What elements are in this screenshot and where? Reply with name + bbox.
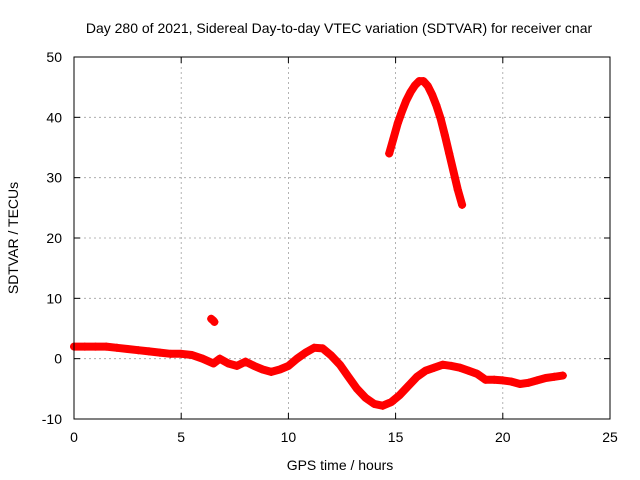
series-band [385, 77, 467, 209]
data-point [432, 101, 441, 110]
y-tick-label: 40 [46, 109, 62, 125]
data-point [402, 96, 411, 105]
data-point [198, 354, 207, 363]
series-main [70, 342, 567, 410]
data-point [177, 349, 186, 358]
data-point [404, 381, 413, 390]
y-tick-label: 20 [46, 230, 62, 246]
data-point [413, 372, 422, 381]
data-point [378, 401, 387, 410]
x-axis-label: GPS time / hours [287, 457, 394, 473]
x-axis: 0 5 10 15 20 25 [70, 57, 618, 445]
data-point [550, 372, 559, 381]
data-point [430, 363, 439, 372]
data-point [145, 347, 154, 356]
data-point [473, 369, 482, 378]
y-axis: -10 0 10 20 30 40 50 [42, 49, 610, 427]
data-point [224, 359, 233, 368]
data-point [498, 376, 507, 385]
data-point [318, 344, 327, 353]
data-point [458, 200, 467, 209]
data-point [445, 149, 454, 158]
data-point [361, 393, 370, 402]
data-point [524, 378, 533, 387]
data-point [209, 316, 218, 325]
data-point [155, 348, 164, 357]
data-point [209, 359, 218, 368]
data-point [453, 185, 462, 194]
data-point [327, 351, 336, 360]
data-point [490, 375, 499, 384]
data-point [258, 365, 267, 374]
data-point [447, 361, 456, 370]
data-point [91, 342, 100, 351]
data-point [267, 367, 276, 376]
data-point [210, 317, 219, 326]
data-point [370, 399, 379, 408]
data-point [406, 87, 415, 96]
data-point [385, 149, 394, 158]
chart-title: Day 280 of 2021, Sidereal Day-to-day VTE… [86, 20, 593, 36]
data-point [80, 342, 89, 351]
data-point [541, 373, 550, 382]
data-point [284, 361, 293, 370]
data-point [395, 390, 404, 399]
y-tick-label: 50 [46, 49, 62, 65]
series-isolated [207, 314, 219, 326]
y-axis-label: SDTVAR / TECUs [5, 182, 21, 294]
data-point [301, 348, 310, 357]
data-point [410, 81, 419, 90]
data-point [215, 354, 224, 363]
data-point [310, 343, 319, 352]
data-point [423, 81, 432, 90]
y-tick-label: -10 [42, 411, 62, 427]
data-point [292, 354, 301, 363]
series-arc [385, 77, 467, 209]
data-point [241, 357, 250, 366]
x-tick-label: 20 [495, 429, 511, 445]
data-point [533, 376, 542, 385]
data-series [70, 77, 567, 410]
data-point [558, 371, 567, 380]
data-point [436, 114, 445, 123]
data-point [398, 107, 407, 116]
data-point [464, 366, 473, 375]
data-point [455, 363, 464, 372]
data-point [481, 375, 490, 384]
data-point [166, 349, 175, 358]
data-point [389, 134, 398, 143]
data-point [419, 77, 428, 86]
data-point [335, 360, 344, 369]
series-band [70, 342, 567, 410]
data-point [515, 380, 524, 389]
data-point [507, 377, 516, 386]
data-point [250, 361, 259, 370]
x-tick-label: 10 [281, 429, 297, 445]
data-point [438, 360, 447, 369]
data-point [353, 384, 362, 393]
data-point [421, 366, 430, 375]
data-point [102, 342, 111, 351]
x-tick-label: 5 [177, 429, 185, 445]
data-point [387, 398, 396, 407]
x-tick-label: 0 [70, 429, 78, 445]
y-tick-label: 30 [46, 170, 62, 186]
data-point [134, 346, 143, 355]
data-point [449, 167, 458, 176]
x-tick-label: 25 [602, 429, 618, 445]
data-point [440, 131, 449, 140]
data-point [428, 90, 437, 99]
grid [74, 57, 610, 419]
data-point [275, 365, 284, 374]
x-tick-label: 15 [388, 429, 404, 445]
y-tick-label: 10 [46, 290, 62, 306]
data-point [187, 351, 196, 360]
y-tick-label: 0 [54, 351, 62, 367]
data-point [344, 372, 353, 381]
data-point [112, 343, 121, 352]
data-point [393, 119, 402, 128]
data-point [232, 361, 241, 370]
data-point [123, 345, 132, 354]
